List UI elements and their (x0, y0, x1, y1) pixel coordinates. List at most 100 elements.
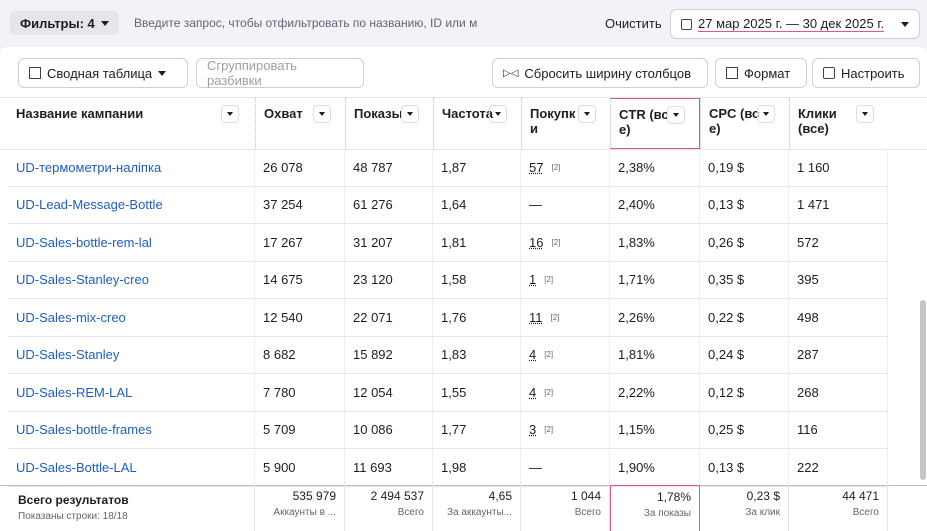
caret (673, 113, 679, 117)
campaign-link[interactable]: UD-Sales-Stanley-creo (16, 272, 149, 288)
table-cell[interactable]: UD-Sales-mix-creo (8, 299, 255, 337)
campaign-link[interactable]: UD-Sales-bottle-rem-lal (16, 234, 152, 250)
table-cell: 12 540 (255, 299, 345, 337)
column-header[interactable]: CTR (все) (610, 98, 700, 149)
campaign-link[interactable]: UD-Sales-Stanley (16, 347, 120, 363)
table-cell: 15 892 (345, 336, 433, 374)
column-header[interactable]: Охват (255, 98, 345, 149)
table-cell: 1,87 (433, 149, 521, 187)
purchases-note: [2] (551, 237, 561, 247)
campaign-link[interactable]: UD-термометри-наліпка (16, 159, 162, 175)
table-cell: 11 [2] (521, 299, 610, 337)
cell-value: 0,35 $ (708, 272, 745, 288)
column-header[interactable]: Показы (345, 98, 433, 149)
purchases-value: 57 (529, 159, 544, 175)
cell-value: 12 540 (263, 309, 303, 325)
panel (0, 47, 927, 531)
totals-value: 44 471 (842, 489, 879, 503)
totals-sub: Всего (574, 507, 601, 518)
cell-value: 11 693 (353, 459, 392, 475)
icon (29, 67, 41, 79)
table-cell: 498 (789, 299, 888, 337)
totals-cell: 44 471 Всего (789, 485, 888, 531)
table-cell: 14 675 (255, 261, 345, 299)
search-input[interactable]: Введите запрос, чтобы отфильтровать по н… (134, 16, 478, 30)
totals-sub: Всего (852, 507, 879, 518)
campaign-link[interactable]: UD-Sales-REM-LAL (16, 384, 133, 400)
column-title: CPC (все) (709, 106, 760, 136)
column-header[interactable]: Название кампании (8, 98, 255, 149)
table-cell[interactable]: UD-Lead-Message-Bottle (8, 186, 255, 224)
caret (862, 112, 868, 116)
pivot-button[interactable]: Сводная таблица (18, 58, 188, 88)
table-cell: 0,13 $ (700, 186, 789, 224)
column-title: Название кампании (16, 106, 144, 121)
purchases-value: 3 (529, 422, 537, 438)
cell-value: 1 471 (797, 197, 830, 213)
table-cell: 37 254 (255, 186, 345, 224)
sort-button[interactable] (757, 105, 775, 123)
table-cell: 8 682 (255, 336, 345, 374)
column-title: Охват (264, 106, 303, 121)
date-picker[interactable]: 27 мар 2025 г. — 30 дек 2025 г. (670, 9, 920, 39)
sort-button[interactable] (578, 105, 596, 123)
filters-button[interactable]: Фильтры: 4 (10, 11, 119, 35)
cell-value: 10 086 (353, 422, 393, 438)
sort-button[interactable] (401, 105, 419, 123)
clear-button[interactable]: Очистить (605, 16, 662, 31)
table-cell[interactable]: UD-Sales-Stanley-creo (8, 261, 255, 299)
table: Название кампании Охват Показы Частота Покуп… (0, 97, 927, 531)
sort-button[interactable] (489, 105, 507, 123)
cell-value: 1,83% (618, 234, 655, 250)
caret (763, 112, 769, 116)
totals-cell: 1 044 Всего (521, 485, 610, 531)
table-cell[interactable]: UD-Sales-Bottle-LAL (8, 449, 255, 487)
table-cell: 1 471 (789, 186, 888, 224)
table-cell: — (521, 449, 610, 487)
column-header[interactable]: Частота (433, 98, 521, 149)
caret (158, 70, 167, 76)
column-header[interactable]: CPC (все) (700, 98, 789, 149)
table-cell: 1,77 (433, 411, 521, 449)
reset-button[interactable]: ▷◁ Сбросить ширину столбцов (492, 58, 708, 88)
icon: ▷◁ (503, 67, 519, 79)
campaign-link[interactable]: UD-Sales-Bottle-LAL (16, 459, 137, 475)
cell-value: 1,98 (441, 459, 467, 475)
table-cell[interactable]: UD-Sales-bottle-rem-lal (8, 224, 255, 262)
purchases-value: 4 (529, 384, 537, 400)
sort-button[interactable] (856, 105, 874, 123)
group-button[interactable]: Сгруппировать разбивки (196, 58, 364, 88)
totals-label: Всего результатов (18, 493, 129, 507)
table-cell[interactable]: UD-Sales-Stanley (8, 336, 255, 374)
table-cell: 5 709 (255, 411, 345, 449)
table-cell: 572 (789, 224, 888, 262)
table-cell[interactable]: UD-Sales-REM-LAL (8, 374, 255, 412)
cell-value: 26 078 (263, 159, 303, 175)
table-cell[interactable]: UD-Sales-bottle-frames (8, 411, 255, 449)
column-header[interactable]: Клики (все) (789, 98, 888, 149)
purchases-value: — (529, 459, 542, 475)
table-cell: 2,40% (610, 186, 700, 224)
icon (726, 67, 738, 79)
sort-button[interactable] (313, 105, 331, 123)
table-cell: 1,55 (433, 374, 521, 412)
table-cell: 1,71% (610, 261, 700, 299)
campaign-link[interactable]: UD-Lead-Message-Bottle (16, 197, 163, 213)
table-cell: 395 (789, 261, 888, 299)
format-button[interactable]: Формат (715, 58, 807, 88)
sort-button[interactable] (667, 106, 685, 124)
format-label: Формат (744, 65, 791, 81)
table-cell[interactable]: UD-термометри-наліпка (8, 149, 255, 187)
table-cell: 3 [2] (521, 411, 610, 449)
cell-value: 37 254 (263, 197, 303, 213)
table-cell: 17 267 (255, 224, 345, 262)
sort-button[interactable] (221, 105, 239, 123)
campaign-link[interactable]: UD-Sales-mix-creo (16, 309, 126, 325)
cell-value: 1,64 (441, 197, 467, 213)
cell-value: 1,15% (618, 422, 655, 438)
column-header[interactable]: Покупки (521, 98, 610, 149)
campaign-link[interactable]: UD-Sales-bottle-frames (16, 422, 152, 438)
customize-button[interactable]: Настроить (812, 58, 920, 88)
cell-value: 1,71% (618, 272, 655, 288)
table-cell: 1,83 (433, 336, 521, 374)
